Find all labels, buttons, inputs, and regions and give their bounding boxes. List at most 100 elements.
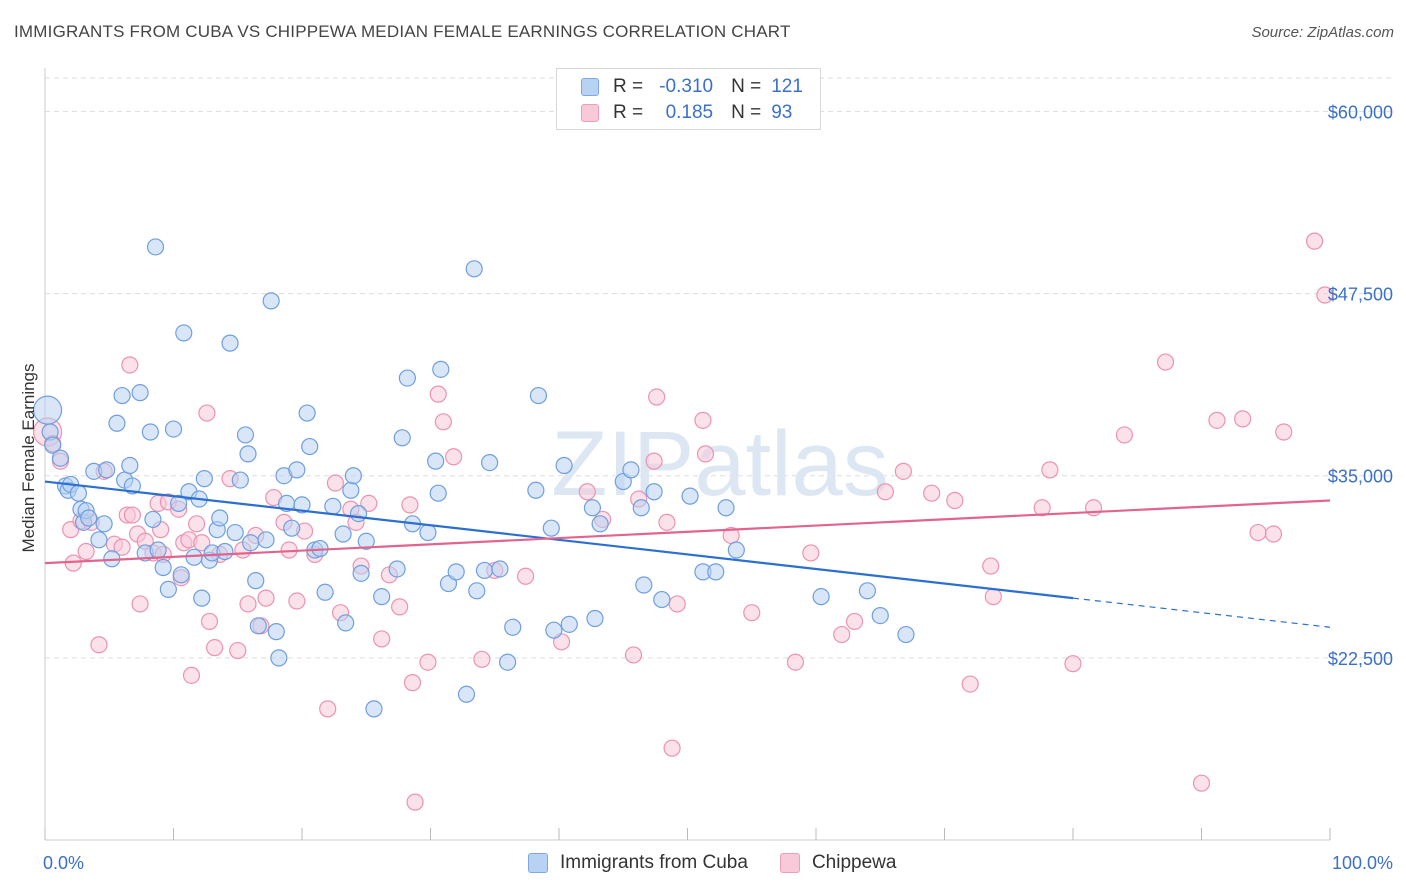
cuba-point — [108, 414, 126, 432]
n-value: 93 — [771, 102, 793, 123]
watermark: ZIPatlas — [551, 413, 888, 515]
chippewa-point — [663, 739, 681, 757]
chippewa-point — [961, 675, 979, 693]
chippewa-point — [1041, 461, 1059, 479]
chippewa-point — [200, 612, 219, 631]
cuba-point — [635, 576, 653, 594]
chippewa-point — [1033, 499, 1051, 517]
r-value: 0.185 — [665, 102, 714, 123]
axes — [44, 68, 1331, 841]
cuba-point — [812, 588, 830, 606]
chippewa-point — [193, 534, 211, 552]
cuba-trend-line — [44, 480, 1074, 600]
cuba-point — [457, 685, 476, 703]
cuba-point — [529, 386, 548, 405]
cuba-point — [727, 541, 745, 559]
cuba-point — [632, 499, 650, 517]
r-label: R = — [613, 102, 644, 123]
chippewa-point — [326, 474, 345, 492]
chippewa-point — [90, 636, 108, 654]
cuba-point — [591, 515, 609, 533]
legend-row-chippewa: R = 0.185 N = 93 — [581, 101, 815, 125]
cuba-point — [481, 454, 499, 472]
cuba-point — [365, 700, 383, 718]
cuba-point — [897, 625, 915, 644]
cuba-point — [324, 497, 342, 515]
cuba-point — [113, 386, 131, 405]
chippewa-point — [648, 388, 666, 406]
cuba-point — [560, 615, 578, 633]
cuba-point — [504, 618, 522, 636]
cuba-point — [475, 561, 494, 580]
chippewa-point — [445, 448, 463, 466]
cuba-point — [344, 467, 362, 485]
cuba-point — [429, 484, 447, 502]
cuba-point — [172, 566, 190, 584]
chippewa-point — [1249, 523, 1267, 542]
chippewa-point — [373, 630, 391, 648]
trend-lines — [44, 480, 1331, 628]
cuba-point — [707, 563, 725, 581]
legend-swatch-pink — [779, 853, 800, 873]
chippewa-point — [473, 650, 491, 668]
cuba-point — [871, 606, 889, 625]
cuba-point — [175, 324, 193, 342]
cuba-point — [231, 471, 249, 489]
chippewa-point — [1264, 525, 1283, 543]
cuba-point — [468, 582, 486, 600]
chippewa-point — [419, 653, 437, 671]
x-tick-label: 100.0% — [1332, 853, 1393, 873]
cuba-point — [216, 542, 234, 561]
cuba-point — [226, 523, 244, 542]
legend-swatch-pink — [581, 104, 599, 122]
chippewa-point — [403, 674, 422, 692]
cuba-point — [622, 461, 640, 479]
legend-swatch-blue — [528, 853, 548, 873]
cuba-point — [293, 496, 311, 514]
cuba-point — [357, 532, 375, 550]
chippewa-point — [121, 356, 139, 374]
chippewa-point — [923, 484, 941, 502]
cuba-point — [193, 589, 211, 607]
chippewa-point — [845, 612, 864, 631]
cuba-point — [51, 449, 70, 467]
stats-legend: R = -0.310 N = 121 R = 0.185 N = 93 — [556, 68, 821, 130]
chippewa-point — [113, 538, 131, 556]
chippewa-point — [434, 413, 452, 431]
cuba-point — [398, 369, 416, 387]
chippewa-point — [429, 385, 447, 403]
tick-labels: $22,500 $35,000 $47,500 $60,000 0.0% 100.0% Me… — [19, 102, 1393, 873]
cuba-point — [242, 534, 260, 552]
chippewa-point — [578, 483, 596, 501]
cuba-point — [257, 531, 275, 549]
cuba-point — [545, 621, 563, 639]
cuba-point — [236, 426, 255, 444]
cuba-point — [427, 452, 445, 470]
cuba-point — [527, 481, 545, 499]
chippewa-point — [206, 639, 224, 657]
cuba-point — [121, 456, 139, 475]
cuba-point — [211, 509, 229, 527]
legend-row-cuba: R = -0.310 N = 121 — [581, 75, 815, 99]
x-tick-label: 0.0% — [43, 853, 84, 873]
cuba-point — [170, 494, 188, 512]
cuba-point — [283, 519, 301, 537]
cuba-point — [249, 617, 267, 635]
chippewa-point — [182, 666, 201, 684]
chippewa-point — [1305, 232, 1324, 250]
chippewa-point — [645, 452, 663, 470]
cuba-point — [247, 572, 265, 590]
data-points — [32, 232, 1334, 811]
n-label: N = — [731, 76, 762, 97]
n-value: 121 — [771, 76, 803, 97]
cuba-point — [69, 484, 88, 502]
cuba-point — [393, 429, 411, 447]
cuba-point — [239, 445, 257, 463]
cuba-point — [95, 515, 113, 533]
chippewa-point — [1316, 286, 1334, 304]
chippewa-point — [786, 653, 805, 671]
chippewa-point — [696, 445, 715, 463]
chippewa-point — [1208, 411, 1226, 429]
y-tick-label: $22,500 — [1328, 649, 1393, 669]
chippewa-point — [1275, 423, 1293, 441]
